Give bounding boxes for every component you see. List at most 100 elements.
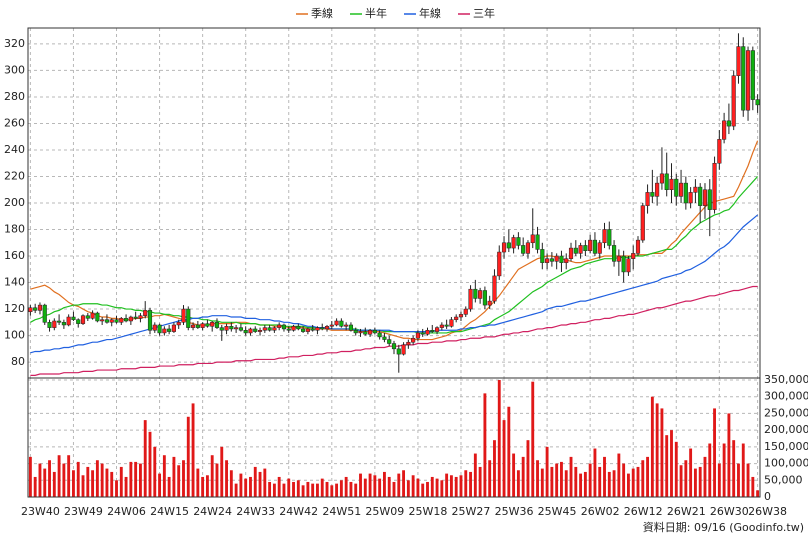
candle-body [736,46,741,76]
candle-body [200,323,205,328]
volume-bar [105,468,109,497]
volume-bar [440,480,444,497]
candle-body [104,319,110,323]
volume-bar [574,466,578,497]
volume-bar [191,403,195,497]
candle-body [401,344,406,355]
volume-bar [473,453,477,497]
candle-body [157,324,162,334]
candle-body [750,50,755,100]
volume-bar [172,456,176,497]
volume-bar [626,473,630,497]
volume-bar [330,485,334,497]
candle-body [171,324,176,332]
candle-body [124,318,129,322]
volume-bar [741,443,745,497]
candle-body [425,330,430,335]
x-tick-label: 25W27 [452,505,491,518]
volume-bar [555,463,559,497]
volume-bar [52,471,56,497]
candle-body [33,307,38,311]
y-tick-label: 100 [4,329,25,342]
y-tick-label: 180 [4,223,25,236]
candle-body [214,322,220,328]
candle-body [57,320,62,323]
volume-bar [722,443,726,497]
candle-body [564,258,569,263]
candle-body [301,328,306,332]
volume-bar [516,470,520,497]
y-tick-label: 220 [4,169,25,182]
candle-body [430,330,435,332]
candle-body [219,327,224,331]
volume-bar [234,483,238,497]
x-tick-label: 24W42 [279,505,318,518]
volume-bar [469,471,472,497]
volume-bar [603,456,606,497]
legend-label: 年線 [419,6,441,20]
candle-body [420,332,425,335]
candle-body [473,288,478,299]
y-tick-label: 160 [4,249,25,262]
volume-bar [607,471,611,497]
volume-bar [182,460,185,497]
volume-bar [138,463,142,497]
candle-body [80,315,86,324]
volume-bar [153,446,157,497]
candle-body [712,162,717,210]
candle-body [745,50,751,111]
candle-body [568,247,574,259]
y-tick-label: 80 [11,355,25,368]
candle-body [545,258,550,263]
x-tick-label: 26W30 [710,505,749,518]
volume-bar [359,473,362,497]
candle-body [368,330,373,335]
candle-body [458,314,464,318]
y2-tick-label: 50,000 [764,473,803,486]
candle-body [234,327,239,330]
candle-body [291,326,296,331]
candle-body [468,288,473,310]
volume-bar [727,413,731,497]
volume-bar [335,483,339,497]
y2-tick-label: 200,000 [764,423,808,436]
candle-body [329,324,334,327]
volume-bar [708,443,712,497]
candle-body [71,316,76,320]
volume-bar [478,466,482,497]
candle-body [478,290,483,299]
candle-body [645,192,650,206]
volume-bar [57,455,61,497]
y2-tick-label: 100,000 [764,457,808,470]
y-tick-label: 140 [4,276,25,289]
candle-body [37,304,43,311]
volume-bar [249,476,252,497]
volume-bar [158,473,162,497]
volume-bar [751,476,755,497]
candle-body [372,330,377,334]
candle-body [674,178,679,197]
y-tick-label: 120 [4,302,25,315]
frame [27,27,761,498]
candle-body [607,229,612,246]
volume-bar [579,473,583,497]
candle-body [320,327,325,330]
candle-body [678,182,684,197]
volume-bar [296,480,300,497]
volume-bar [225,460,228,497]
volume-bar [756,490,760,497]
candle-body [535,234,540,250]
volume-bar [143,420,147,497]
volume-bar [263,468,267,497]
volume-bar [115,480,118,497]
volume-bar [636,466,640,497]
volume-bar [62,463,66,497]
candle-body [415,332,420,339]
candle-body [128,316,133,322]
x-tick-label: 26W38 [748,505,787,518]
candle-body [722,120,727,140]
volume-bar [670,430,673,497]
legend-label: 三年 [473,6,495,20]
volume-bar [167,476,171,497]
